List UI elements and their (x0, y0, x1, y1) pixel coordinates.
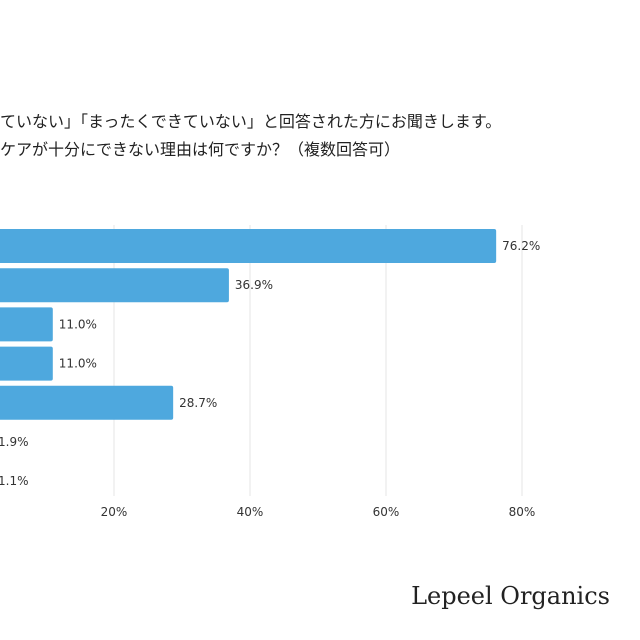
bar (0, 229, 497, 263)
bar (0, 346, 53, 381)
x-axis-ticks: 20% 40% 60% 80% (101, 505, 536, 519)
x-tick-label: 60% (373, 505, 400, 519)
bar-value-label: 28.7% (179, 396, 217, 410)
bar (0, 268, 229, 303)
bar-value-label: 1.9% (0, 435, 29, 449)
value-labels: 76.2% 36.9% 11.0% 11.0% 28.7% 1.9% 1.1% (0, 239, 540, 488)
bar-value-label: 11.0% (59, 357, 97, 371)
bar-value-label: 36.9% (235, 278, 273, 292)
bar-value-label: 1.1% (0, 474, 29, 488)
brand-logo-text: Lepeel Organics (411, 582, 610, 610)
bar-value-label: 11.0% (59, 317, 97, 331)
x-tick-label: 80% (509, 505, 536, 519)
chart-title-line-1: ていない」「まったくできていない」と回答された方にお聞きします。 (0, 112, 502, 131)
bar-value-label: 76.2% (502, 239, 540, 253)
bar (0, 307, 53, 342)
x-tick-label: 20% (101, 505, 128, 519)
grid-lines (113, 225, 523, 496)
chart-title-line-2: ケアが十分にできない理由は何ですか？（複数回答可） (0, 140, 401, 159)
bar (0, 385, 174, 420)
x-tick-label: 40% (237, 505, 264, 519)
bars (0, 229, 497, 420)
